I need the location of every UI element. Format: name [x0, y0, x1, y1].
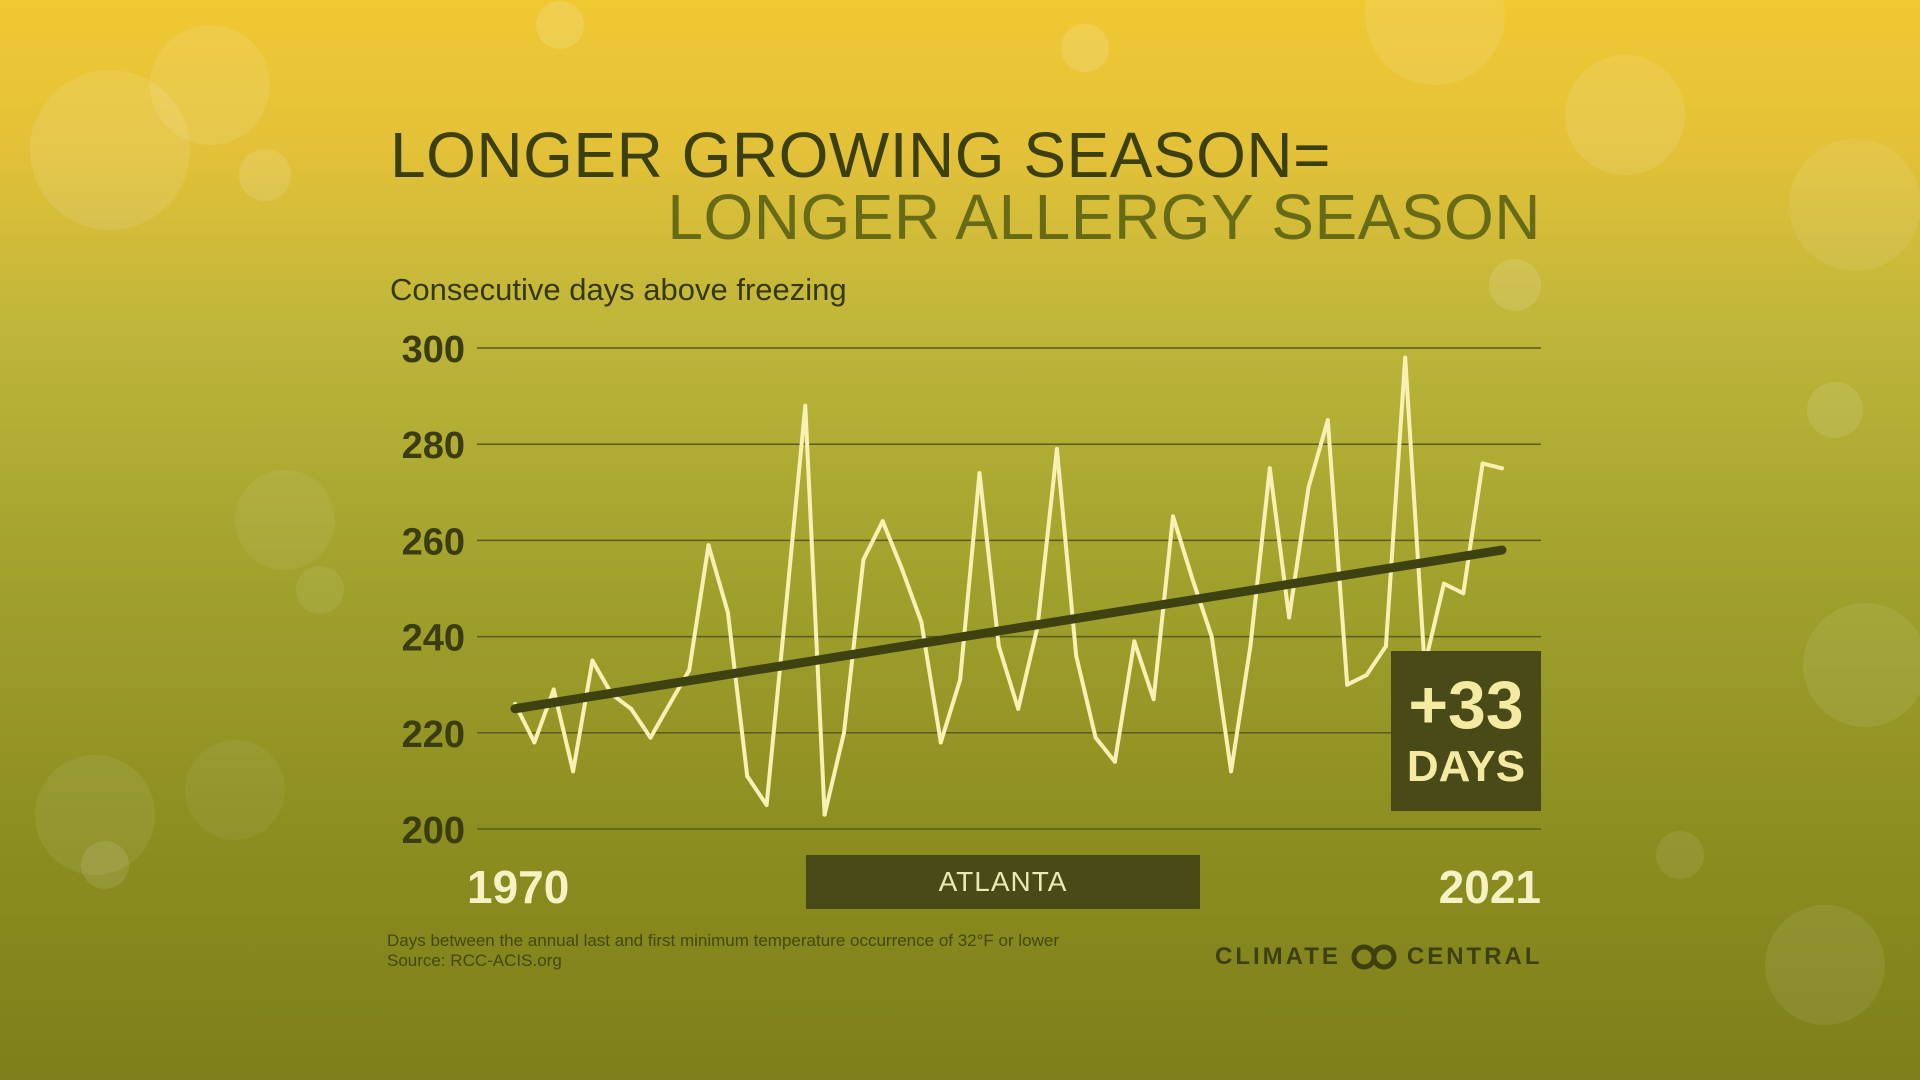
- data-point: [900, 567, 905, 572]
- climate-central-logo: CLIMATE CENTRAL: [1215, 939, 1543, 975]
- data-point: [783, 605, 788, 610]
- data-point: [1403, 355, 1408, 360]
- y-tick-label: 280: [402, 425, 465, 467]
- data-point: [648, 735, 653, 740]
- data-point: [706, 543, 711, 548]
- data-point: [551, 687, 556, 692]
- change-badge: +33 DAYS: [1391, 651, 1541, 811]
- footnote-source: Source: RCC-ACIS.org: [387, 951, 562, 970]
- data-point: [822, 812, 827, 817]
- data-point: [1054, 447, 1059, 452]
- data-point: [1345, 682, 1350, 687]
- data-point: [571, 769, 576, 774]
- y-tick-label: 200: [402, 810, 465, 852]
- data-point: [958, 677, 963, 682]
- data-point: [1093, 735, 1098, 740]
- data-point: [1441, 581, 1446, 586]
- data-point: [1151, 697, 1156, 702]
- footnote-definition: Days between the annual last and first m…: [387, 931, 1059, 950]
- data-point: [532, 740, 537, 745]
- data-point: [1383, 644, 1388, 649]
- y-tick-labels: 200 220 240 260 280 300: [402, 329, 465, 852]
- y-tick-label: 240: [402, 618, 465, 660]
- data-point: [1171, 514, 1175, 519]
- data-point: [1132, 639, 1137, 644]
- data-point: [667, 701, 672, 706]
- trend-line: [510, 545, 1507, 714]
- y-tick-label: 260: [402, 521, 465, 563]
- city-label: ATLANTA: [806, 855, 1200, 909]
- x-tick-label: 2021: [1439, 861, 1541, 913]
- footnote: Days between the annual last and first m…: [387, 931, 1059, 971]
- y-tick-label: 300: [402, 329, 465, 371]
- data-point: [803, 403, 808, 408]
- data-point: [1500, 466, 1504, 471]
- logo-text-left: CLIMATE: [1215, 943, 1341, 970]
- data-point: [1480, 461, 1485, 466]
- data-point: [1209, 634, 1214, 639]
- chart-subtitle: Consecutive days above freezing: [390, 272, 847, 307]
- data-point: [764, 802, 769, 807]
- series-line: [513, 355, 1504, 817]
- data-point: [1248, 644, 1253, 649]
- data-points: [513, 355, 1504, 817]
- badge-unit: DAYS: [1406, 742, 1526, 791]
- data-point: [1306, 485, 1311, 490]
- data-point: [687, 668, 692, 673]
- data-point: [938, 740, 943, 745]
- y-tick-label: 220: [402, 714, 465, 756]
- data-point: [977, 471, 982, 476]
- x-tick-label: 1970: [467, 861, 569, 913]
- title-line-2: LONGER ALLERGY SEASON: [667, 181, 1541, 253]
- data-point: [1016, 706, 1021, 711]
- logo-mark-icon: [1351, 944, 1397, 970]
- title-line-1: LONGER GROWING SEASON=: [390, 119, 1331, 191]
- data-point: [1267, 466, 1272, 471]
- data-point: [590, 658, 595, 663]
- data-point: [1364, 673, 1369, 678]
- data-point: [1325, 418, 1330, 423]
- data-point: [919, 620, 924, 625]
- data-point: [1287, 615, 1292, 620]
- gridlines: [477, 347, 1541, 830]
- x-tick-labels: 1970 2021: [467, 861, 1541, 913]
- data-point: [842, 730, 846, 735]
- data-point: [1112, 759, 1117, 764]
- data-point: [725, 610, 730, 615]
- data-point: [880, 519, 885, 524]
- data-point: [996, 644, 1001, 649]
- data-point: [1461, 591, 1466, 596]
- data-point: [1074, 653, 1079, 658]
- data-point: [1190, 576, 1195, 581]
- data-point: [861, 557, 866, 562]
- data-point: [745, 774, 750, 779]
- badge-value: +33: [1408, 667, 1524, 743]
- data-point: [629, 706, 634, 711]
- data-point: [1229, 769, 1234, 774]
- logo-text-right: CENTRAL: [1406, 943, 1543, 970]
